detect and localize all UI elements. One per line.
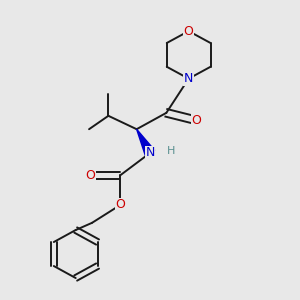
Text: H: H xyxy=(167,146,175,156)
Text: N: N xyxy=(184,72,193,85)
Text: O: O xyxy=(115,199,125,212)
Text: N: N xyxy=(145,146,155,160)
Text: O: O xyxy=(191,114,201,127)
Text: O: O xyxy=(184,25,194,38)
Polygon shape xyxy=(136,129,155,156)
Text: O: O xyxy=(85,169,95,182)
